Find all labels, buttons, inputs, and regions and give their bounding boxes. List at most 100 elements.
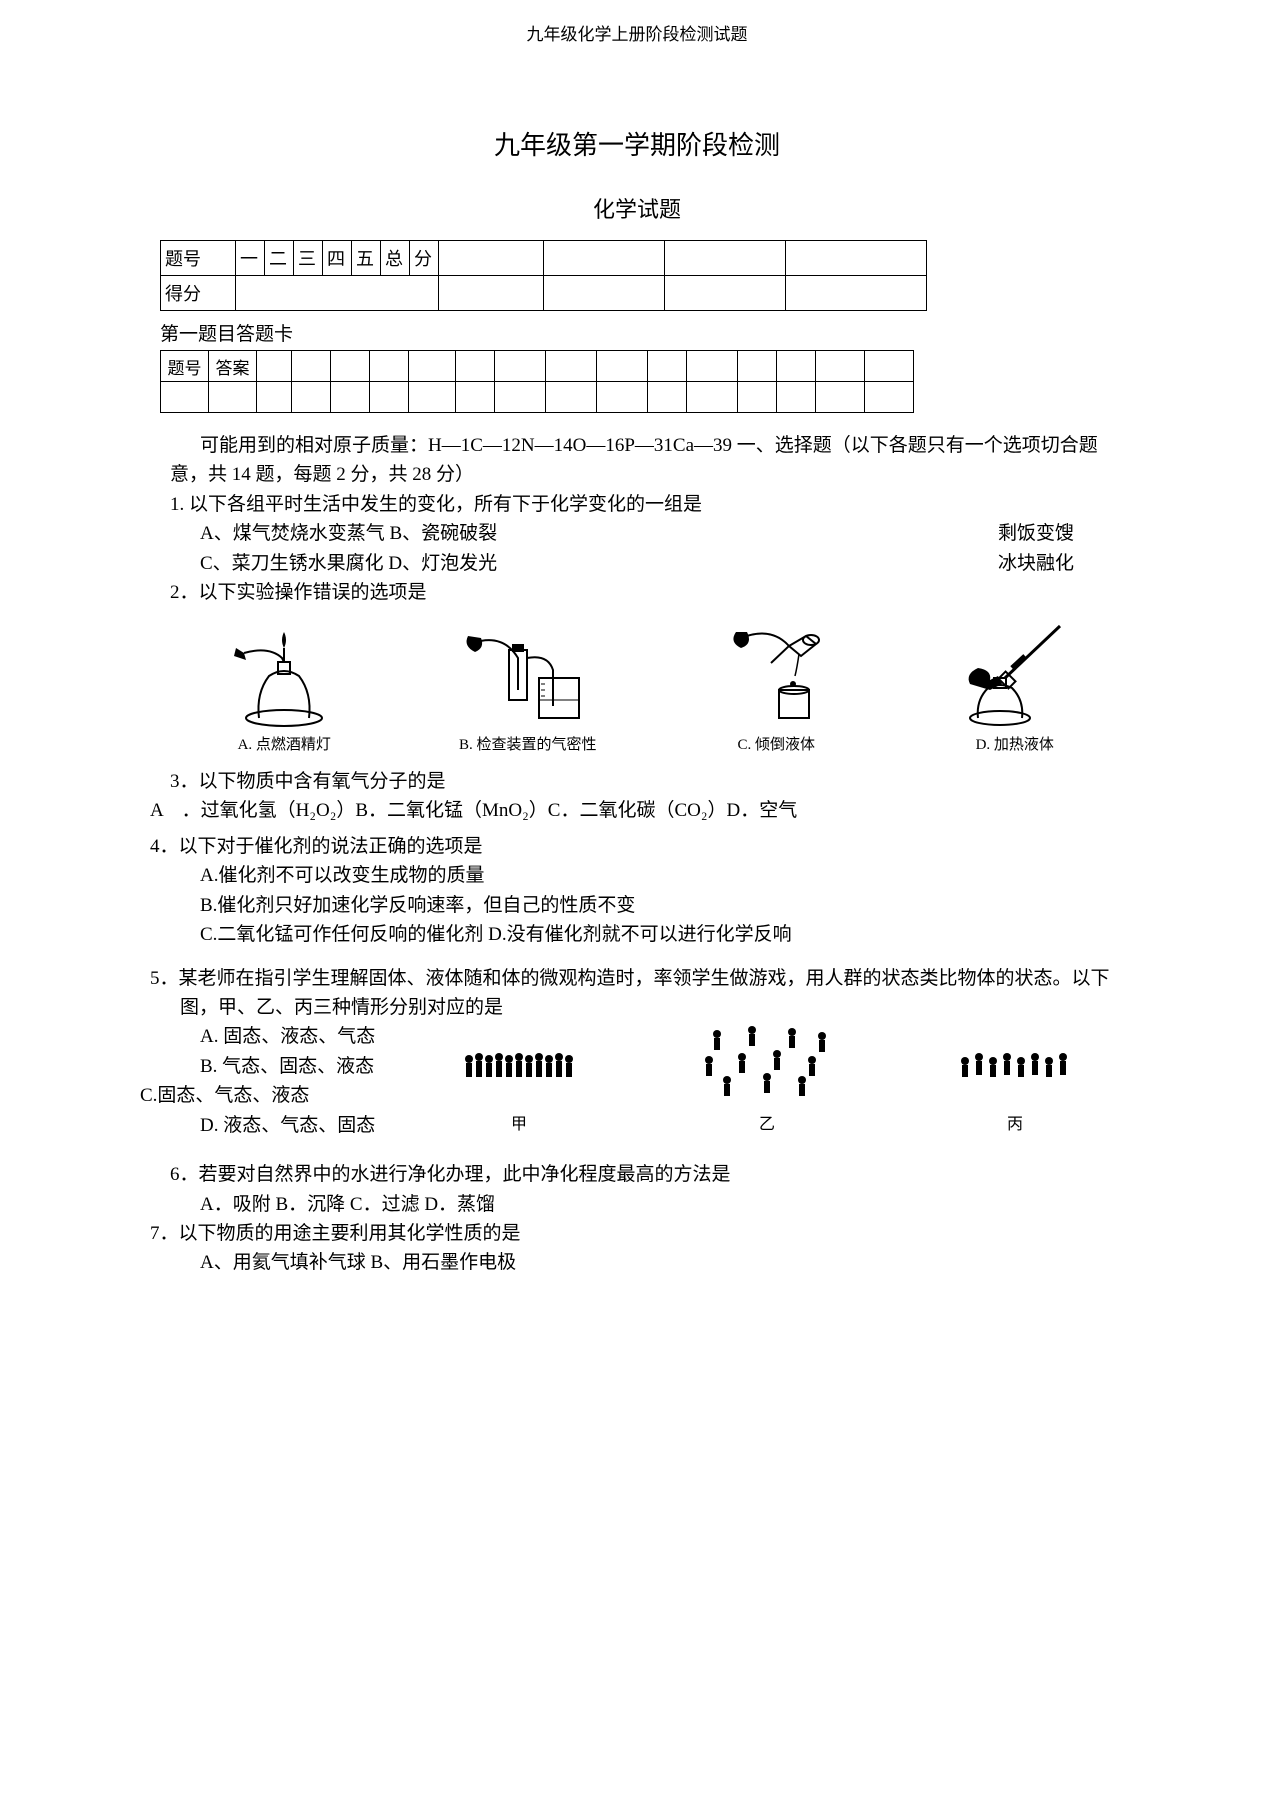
alcohol-lamp-icon bbox=[224, 618, 344, 728]
cell bbox=[865, 382, 914, 413]
fig-label: 乙 bbox=[697, 1113, 837, 1138]
cell bbox=[597, 382, 648, 413]
cell: 二 bbox=[265, 241, 294, 276]
intro-text: 可能用到的相对原子质量：H—1C—12N—14O—16P—31Ca—39 一、选… bbox=[170, 431, 1134, 490]
cell bbox=[777, 382, 816, 413]
q3-stem: 3．以下物质中含有氧气分子的是 bbox=[170, 767, 1134, 796]
q4-stem: 4．以下对于催化剂的说法正确的选项是 bbox=[150, 832, 1134, 861]
fig-label: A. 点燃酒精灯 bbox=[238, 737, 331, 753]
q1-right2: 冰块融化 bbox=[998, 549, 1134, 578]
cell bbox=[865, 351, 914, 382]
cell bbox=[439, 241, 544, 276]
cell: 五 bbox=[352, 241, 381, 276]
cell bbox=[495, 382, 546, 413]
q4-b: B.催化剂只好加速化学反响速率，但自己的性质不变 bbox=[200, 891, 1134, 920]
cell bbox=[777, 351, 816, 382]
cell bbox=[648, 351, 687, 382]
q1-left2: C、菜刀生锈水果腐化 D、灯泡发光 bbox=[200, 549, 497, 578]
cell bbox=[687, 382, 738, 413]
q5-a: A. 固态、液态、气态 bbox=[200, 1022, 400, 1051]
fig-label: 丙 bbox=[955, 1113, 1075, 1138]
cell bbox=[209, 382, 257, 413]
q1-stem: 1. 以下各组平时生活中发生的变化，所有下于化学变化的一组是 bbox=[170, 490, 1134, 519]
cell bbox=[738, 382, 777, 413]
q3-opts: A ．过氧化氢（H₂O₂）B．二氧化锰（MnO₂）C．二氧化碳（CO₂）D．空气 bbox=[150, 796, 1134, 825]
q5-c: C.固态、气态、液态 bbox=[140, 1081, 400, 1110]
cell: 一 bbox=[236, 241, 265, 276]
cell bbox=[738, 351, 777, 382]
fig-label: C. 倾倒液体 bbox=[737, 737, 815, 753]
cell: 题号 bbox=[161, 241, 236, 276]
cell: 四 bbox=[323, 241, 352, 276]
cell bbox=[665, 241, 786, 276]
q7-stem: 7．以下物质的用途主要利用其化学性质的是 bbox=[150, 1219, 1134, 1248]
table-row: 题号 一 二 三 四 五 总 分 bbox=[161, 241, 927, 276]
q5-body: A. 固态、液态、气态 B. 气态、固态、液态 C.固态、气态、液态 D. 液态… bbox=[140, 1022, 1134, 1140]
cell bbox=[816, 351, 865, 382]
cell: 题号 bbox=[161, 351, 209, 382]
cell: 答案 bbox=[209, 351, 257, 382]
cell bbox=[786, 276, 927, 311]
cell bbox=[409, 382, 456, 413]
cell: 总 bbox=[381, 241, 410, 276]
table-row: 题号 答案 bbox=[161, 351, 914, 382]
answer-table: 题号 答案 bbox=[160, 350, 914, 413]
cell bbox=[546, 382, 597, 413]
pour-liquid-icon bbox=[711, 618, 841, 728]
cell bbox=[786, 241, 927, 276]
cell bbox=[456, 382, 495, 413]
q2-fig-d: D. 加热液体 bbox=[950, 618, 1080, 757]
cell bbox=[292, 351, 331, 382]
cell bbox=[665, 276, 786, 311]
crowd-loose-icon bbox=[955, 1047, 1075, 1097]
cell bbox=[257, 351, 292, 382]
cell bbox=[370, 382, 409, 413]
cell bbox=[456, 351, 495, 382]
q2-stem: 2．以下实验操作错误的选项是 bbox=[170, 578, 1134, 607]
cell bbox=[546, 351, 597, 382]
q6-stem: 6．若要对自然界中的水进行净化办理，此中净化程度最高的方法是 bbox=[170, 1160, 1134, 1189]
q4-a: A.催化剂不可以改变生成物的质量 bbox=[200, 861, 1134, 890]
answer-card-label: 第一题目答题卡 bbox=[160, 319, 1134, 346]
cell bbox=[816, 382, 865, 413]
page-header: 九年级化学上册阶段检测试题 bbox=[140, 20, 1134, 45]
q5-stem: 5．某老师在指引学生理解固体、液体随和体的微观构造时，率领学生做游戏，用人群的状… bbox=[150, 964, 1134, 1023]
q1-opt-row2: C、菜刀生锈水果腐化 D、灯泡发光 冰块融化 bbox=[200, 549, 1134, 578]
cell bbox=[409, 351, 456, 382]
fig-label: 甲 bbox=[459, 1113, 579, 1138]
cell bbox=[370, 351, 409, 382]
cell bbox=[495, 351, 546, 382]
q1-opt-row: A、煤气焚烧水变蒸气 B、瓷碗破裂 剩饭变馊 bbox=[200, 519, 1134, 548]
q2-fig-b: B. 检查装置的气密性 bbox=[453, 618, 603, 757]
q2-fig-c: C. 倾倒液体 bbox=[711, 618, 841, 757]
cell bbox=[648, 382, 687, 413]
crowd-scattered-icon bbox=[697, 1022, 837, 1097]
cell bbox=[439, 276, 544, 311]
q5-fig-2: 乙 bbox=[697, 1022, 837, 1137]
cell: 三 bbox=[294, 241, 323, 276]
cell bbox=[544, 276, 665, 311]
q5-fig-1: 甲 bbox=[459, 1037, 579, 1137]
q5-b: B. 气态、固态、液态 bbox=[200, 1052, 400, 1081]
cell bbox=[161, 382, 209, 413]
sub-title: 化学试题 bbox=[140, 192, 1134, 224]
q5-d: D. 液态、气态、固态 bbox=[200, 1111, 400, 1140]
fig-label: B. 检查装置的气密性 bbox=[459, 737, 597, 753]
q1-left: A、煤气焚烧水变蒸气 B、瓷碗破裂 bbox=[200, 519, 497, 548]
q5-figures: 甲 bbox=[400, 1022, 1134, 1137]
q7-opts: A、用氦气填补气球 B、用石墨作电极 bbox=[200, 1248, 1134, 1277]
table-row bbox=[161, 382, 914, 413]
crowd-dense-icon bbox=[459, 1037, 579, 1097]
cell bbox=[257, 382, 292, 413]
q5-fig-3: 丙 bbox=[955, 1047, 1075, 1137]
q5-options: A. 固态、液态、气态 B. 气态、固态、液态 C.固态、气态、液态 D. 液态… bbox=[140, 1022, 400, 1140]
cell bbox=[544, 241, 665, 276]
cell: 分 bbox=[410, 241, 439, 276]
cell bbox=[236, 276, 439, 311]
cell bbox=[597, 351, 648, 382]
q2-fig-a: A. 点燃酒精灯 bbox=[224, 618, 344, 757]
score-table: 题号 一 二 三 四 五 总 分 得分 bbox=[160, 240, 927, 311]
fig-label: D. 加热液体 bbox=[976, 737, 1054, 753]
cell bbox=[687, 351, 738, 382]
main-title: 九年级第一学期阶段检测 bbox=[140, 125, 1134, 162]
